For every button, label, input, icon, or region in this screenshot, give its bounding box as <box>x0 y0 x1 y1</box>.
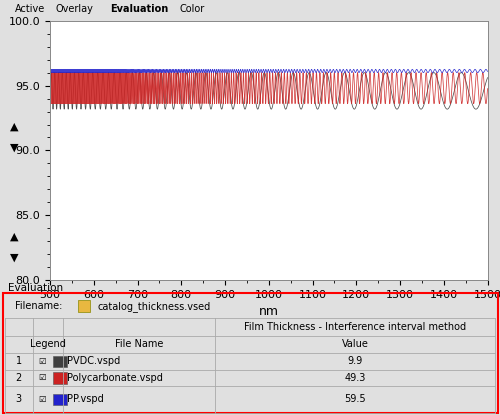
Text: Active: Active <box>15 4 45 14</box>
Text: Value: Value <box>342 339 368 349</box>
Text: ▲: ▲ <box>10 232 18 242</box>
Text: ▲: ▲ <box>10 122 18 132</box>
Text: 59.5: 59.5 <box>344 394 366 405</box>
Text: ▼: ▼ <box>10 252 18 262</box>
Bar <box>78 300 90 312</box>
Text: 3: 3 <box>16 394 22 405</box>
Text: Evaluation: Evaluation <box>8 283 63 293</box>
Text: Evaluation: Evaluation <box>110 4 168 14</box>
Text: 9.9: 9.9 <box>348 356 362 366</box>
Text: ☑: ☑ <box>39 395 46 404</box>
Text: PP.vspd: PP.vspd <box>68 394 104 405</box>
Bar <box>52 372 66 383</box>
Bar <box>52 394 66 405</box>
Text: Filename:: Filename: <box>15 301 62 311</box>
Text: ☑: ☑ <box>39 356 46 366</box>
Text: PVDC.vspd: PVDC.vspd <box>68 356 121 366</box>
Bar <box>52 356 66 367</box>
Text: ☑: ☑ <box>39 374 46 383</box>
Text: 2: 2 <box>16 373 22 383</box>
Text: catalog_thickness.vsed: catalog_thickness.vsed <box>98 300 211 312</box>
Text: Polycarbonate.vspd: Polycarbonate.vspd <box>68 373 164 383</box>
Text: Film Thickness - Interference interval method: Film Thickness - Interference interval m… <box>244 322 466 332</box>
Text: Legend: Legend <box>30 339 66 349</box>
X-axis label: nm: nm <box>259 305 279 318</box>
Text: Color: Color <box>180 4 206 14</box>
Text: Overlay: Overlay <box>55 4 93 14</box>
Text: 49.3: 49.3 <box>344 373 366 383</box>
Text: 1: 1 <box>16 356 22 366</box>
Text: File Name: File Name <box>114 339 163 349</box>
Text: ▼: ▼ <box>10 142 18 152</box>
